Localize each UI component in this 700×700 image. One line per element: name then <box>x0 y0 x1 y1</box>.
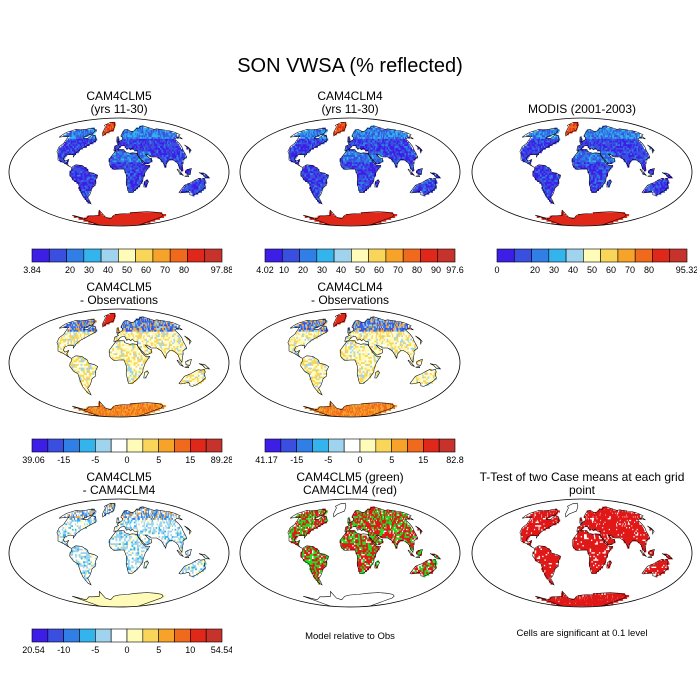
colorbar-tick-label: 15 <box>185 455 195 465</box>
colorbar-tick-label: 20 <box>65 265 75 275</box>
colorbar-tick-label: 5 <box>156 645 161 655</box>
colorbar-tick-label: 97.6 <box>446 265 464 275</box>
colorbar-tick-label: 60 <box>374 265 384 275</box>
panel-modis: MODIS (2001-2003) <box>467 88 697 228</box>
colorbar-tick-label: -5 <box>91 645 99 655</box>
colorbar: 0 20 30 40 50 60 70 80 95.32 <box>487 243 697 277</box>
colorbar-tick-label: 20 <box>530 265 540 275</box>
colorbar-tick-label: 70 <box>625 265 635 275</box>
colorbar-tick-label: 10 <box>185 645 195 655</box>
world-map <box>239 117 461 227</box>
colorbar-tick-label: 0 <box>124 645 129 655</box>
colorbar-tick-label: 15 <box>418 455 428 465</box>
colorbar-tick-label: 40 <box>336 265 346 275</box>
colorbar-tick-label: -39.06 <box>22 455 45 465</box>
colorbar-tick-label: 50 <box>355 265 365 275</box>
colorbar-tick-label: 60 <box>141 265 151 275</box>
panel-title: CAM4CLM4 (yrs 11-30) <box>317 89 383 116</box>
panel-title: CAM4CLM5 (yrs 11-30) <box>86 89 152 116</box>
world-map <box>239 308 461 418</box>
colorbar-tick-label: 90 <box>431 265 441 275</box>
panel-t-test: T-Test of two Case means at each grid po… <box>467 469 697 609</box>
panel-cam4clm4-minus-obs: CAM4CLM4- Observations <box>235 279 465 419</box>
colorbar-tick-label: -15 <box>57 455 70 465</box>
colorbar-tick-label: 3.84 <box>23 265 41 275</box>
panel-title: CAM4CLM5- Observations <box>79 280 159 307</box>
colorbar-tick-label: -20.54 <box>22 645 45 655</box>
colorbar-tick-label: 5 <box>156 455 161 465</box>
colorbar-tick-label: 60 <box>606 265 616 275</box>
colorbar: 4.02 10 20 30 40 50 60 70 80 90 97.6 <box>255 243 465 277</box>
colorbar-tick-label: 89.28 <box>211 455 232 465</box>
panel-cam4clm5-minus-obs: CAM4CLM5- Observations <box>4 279 234 419</box>
page-title: SON VWSA (% reflected) <box>237 55 463 77</box>
colorbar-tick-label: 20 <box>298 265 308 275</box>
colorbar-tick-label: -10 <box>57 645 70 655</box>
colorbar-tick-label: 80 <box>412 265 422 275</box>
world-map <box>8 498 230 608</box>
panel-title: CAM4CLM5- CAM4CLM4 <box>82 470 156 497</box>
colorbar: -39.06 -15 -5 0 5 15 89.28 <box>22 433 232 467</box>
colorbar-tick-label: 10 <box>279 265 289 275</box>
colorbar-tick-label: 82.8 <box>446 455 464 465</box>
colorbar-tick-label: 40 <box>568 265 578 275</box>
colorbar-tick-label: 70 <box>393 265 403 275</box>
colorbar-tick-label: 80 <box>179 265 189 275</box>
colorbar-tick-label: 0 <box>494 265 499 275</box>
colorbar-tick-label: -5 <box>324 455 332 465</box>
colorbar-tick-label: 5 <box>389 455 394 465</box>
colorbar-tick-label: 97.88 <box>211 265 232 275</box>
colorbar-tick-label: 50 <box>587 265 597 275</box>
panel-clm5-minus-clm4: CAM4CLM5- CAM4CLM4 <box>4 469 234 609</box>
colorbar-tick-label: 80 <box>644 265 654 275</box>
panel-model-relative-to-obs: CAM4CLM5 (green) CAM4CLM4 (red) <box>235 469 465 609</box>
panel-title: CAM4CLM4- Observations <box>310 280 390 307</box>
colorbar-tick-label: 40 <box>103 265 113 275</box>
colorbar-tick-label: 30 <box>317 265 327 275</box>
world-map <box>471 498 693 608</box>
colorbar-tick-label: -15 <box>290 455 303 465</box>
panel-cam4clm4-absolute: CAM4CLM4 (yrs 11-30) <box>235 88 465 228</box>
colorbar-tick-label: 30 <box>84 265 94 275</box>
world-map <box>471 117 693 227</box>
colorbar-tick-label: 95.32 <box>676 265 697 275</box>
colorbar-tick-label: 30 <box>549 265 559 275</box>
world-map <box>8 308 230 418</box>
colorbar-tick-label: 4.02 <box>256 265 274 275</box>
colorbar-tick-label: -41.17 <box>255 455 278 465</box>
note-significance: Cells are significant at 0.1 level <box>516 628 648 639</box>
panel-title: T-Test of two Case means at each grid po… <box>479 470 685 497</box>
world-map <box>239 498 461 608</box>
world-map <box>8 117 230 227</box>
colorbar-tick-label: -5 <box>91 455 99 465</box>
note-model-relative: Model relative to Obs <box>305 631 395 642</box>
colorbar-tick-label: 70 <box>160 265 170 275</box>
panel-title: MODIS (2001-2003) <box>527 102 637 116</box>
colorbar-tick-label: 54.54 <box>211 645 232 655</box>
colorbar-tick-label: 50 <box>122 265 132 275</box>
colorbar: -41.17 -15 -5 0 5 15 82.8 <box>255 433 465 467</box>
colorbar-tick-label: 0 <box>124 455 129 465</box>
colorbar: 3.84 20 30 40 50 60 70 80 97.88 <box>22 243 232 277</box>
panel-title: CAM4CLM5 (green) CAM4CLM4 (red) <box>296 470 404 497</box>
panel-cam4clm5-absolute: CAM4CLM5 (yrs 11-30) <box>4 88 234 228</box>
colorbar-tick-label: 0 <box>357 455 362 465</box>
colorbar: -20.54 -10 -5 0 5 10 54.54 <box>22 623 232 657</box>
